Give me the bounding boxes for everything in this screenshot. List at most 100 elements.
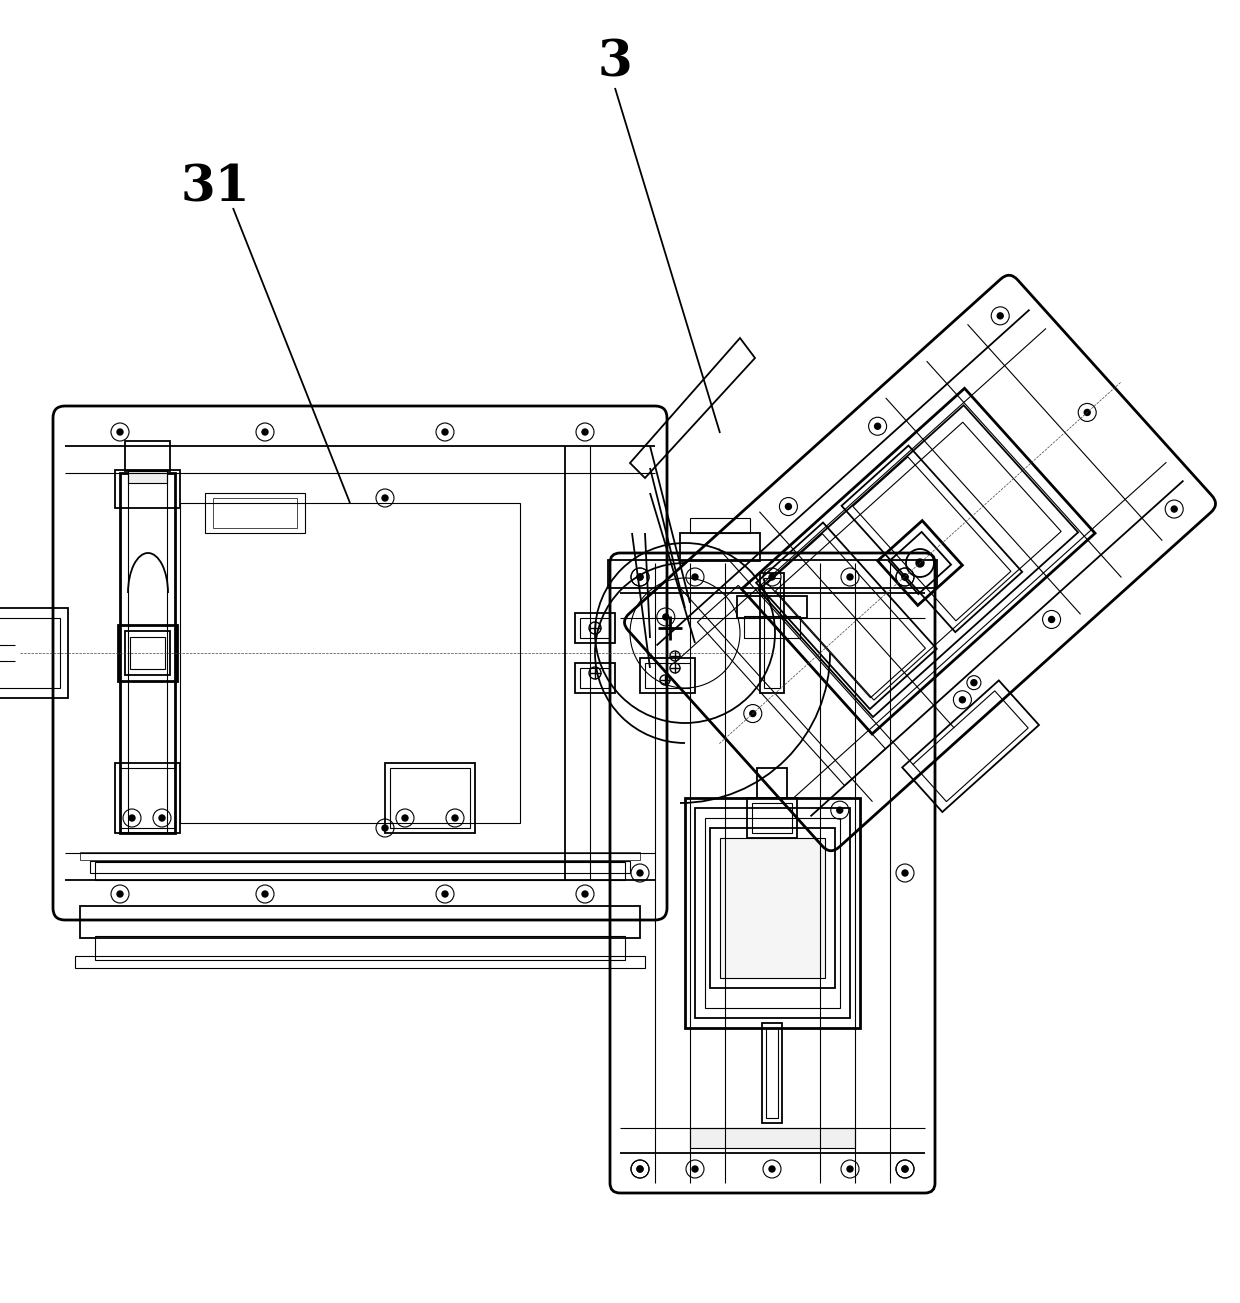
Bar [115,470,180,508]
Circle shape [582,891,588,896]
Bar [213,498,298,528]
Bar [680,533,760,562]
Circle shape [692,575,698,580]
Text: 3: 3 [598,39,632,87]
Bar [608,560,937,588]
Circle shape [637,575,644,580]
Circle shape [901,870,908,876]
Circle shape [901,1166,908,1171]
Bar [640,658,694,693]
Circle shape [916,559,924,567]
Circle shape [637,575,644,580]
Bar [391,767,470,827]
Bar [903,680,1039,812]
Circle shape [441,429,448,435]
Bar [751,803,792,833]
Circle shape [874,423,880,429]
Circle shape [837,807,843,813]
Bar [120,473,175,833]
Circle shape [971,680,977,685]
Bar [889,532,951,594]
Circle shape [847,575,853,580]
Circle shape [692,1166,698,1171]
Bar [74,956,645,968]
Circle shape [785,503,791,509]
Circle shape [769,575,775,580]
Circle shape [637,1166,644,1171]
Bar [760,573,784,693]
Circle shape [159,814,165,821]
Bar [384,764,475,833]
Bar [130,637,165,668]
Bar [95,936,625,960]
Circle shape [637,870,644,876]
Circle shape [901,575,908,580]
Bar [81,906,640,938]
Bar [0,618,60,688]
Bar [744,616,800,638]
Bar [684,797,861,1028]
Bar [115,764,180,833]
Bar [746,797,797,838]
Bar [91,861,630,873]
Bar [756,767,787,797]
Bar [737,595,807,618]
Bar [125,440,170,470]
Circle shape [847,1166,853,1171]
Circle shape [901,575,908,580]
Bar [81,852,640,860]
Bar [763,1023,782,1123]
Circle shape [1172,506,1177,512]
Bar [125,631,170,675]
Circle shape [663,614,668,620]
Bar [580,618,610,638]
Bar [775,422,1061,700]
Circle shape [382,495,388,500]
Bar [768,534,925,698]
Bar [694,808,849,1018]
Bar [645,663,689,688]
Bar [842,446,1022,632]
Bar [742,388,1095,734]
Bar [878,521,962,606]
Circle shape [750,710,756,717]
Bar [180,503,520,823]
Circle shape [117,891,123,896]
Circle shape [402,814,408,821]
Bar [697,585,885,786]
Circle shape [582,429,588,435]
Bar [853,457,1011,620]
Bar [118,625,177,681]
Bar [689,1128,856,1148]
Circle shape [382,825,388,831]
Circle shape [129,814,135,821]
Bar [95,863,625,880]
Circle shape [769,1166,775,1171]
Bar [764,579,780,688]
Circle shape [1084,409,1090,416]
Bar [711,827,835,988]
Bar [756,523,936,709]
Bar [689,519,750,533]
Circle shape [117,429,123,435]
Bar [720,838,825,979]
Circle shape [262,891,268,896]
Bar [0,609,68,698]
Circle shape [901,1166,908,1171]
Circle shape [441,891,448,896]
Text: 31: 31 [180,163,249,212]
Circle shape [262,429,268,435]
Circle shape [1049,616,1054,623]
Bar [766,1028,777,1118]
Circle shape [453,814,458,821]
Bar [128,470,167,483]
Circle shape [960,697,966,702]
Bar [580,668,610,688]
Bar [913,691,1028,801]
Bar [759,405,1078,717]
Circle shape [637,1166,644,1171]
Bar [120,767,175,827]
Bar [706,818,839,1009]
Bar [205,493,305,533]
Bar [575,612,615,642]
